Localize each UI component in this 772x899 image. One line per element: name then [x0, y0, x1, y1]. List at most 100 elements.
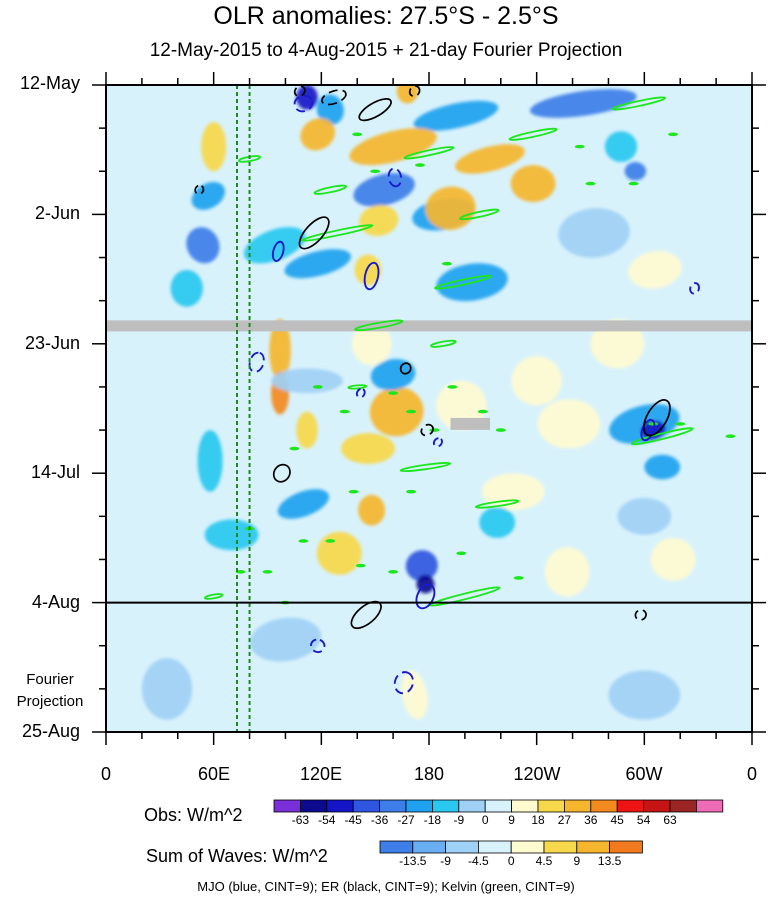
heat-blob: [300, 118, 336, 151]
mjo-contour: [432, 437, 443, 448]
mjo-contour: [363, 261, 380, 291]
x-tick-label: 120W: [513, 764, 561, 784]
kelvin-dot: [289, 446, 300, 451]
heat-blob: [204, 519, 259, 551]
heat-blob: [644, 454, 681, 480]
colorbar-tick-label: 18: [531, 813, 545, 827]
heat-blob: [628, 251, 682, 289]
heat-blob: [438, 657, 492, 696]
y-tick-label: 2-Jun: [34, 203, 80, 223]
er-contour: [272, 463, 291, 483]
colorbar-box: [379, 840, 414, 854]
heat-blob: [353, 172, 415, 207]
kelvin-dot: [675, 422, 686, 426]
kelvin-contour: [203, 593, 224, 600]
kelvin-contour: [313, 184, 348, 195]
mjo-contour: [640, 418, 656, 442]
heat-blob: [348, 611, 385, 643]
wave-overlay-layer: [194, 85, 736, 732]
kelvin-dot: [370, 169, 381, 174]
heat-blob: [511, 356, 562, 406]
heat-blob: [436, 380, 487, 431]
mjo-contour: [355, 387, 366, 399]
colorbar-box: [326, 799, 354, 813]
colorbar-tick-label: 63: [663, 813, 677, 827]
colorbar-box: [511, 799, 539, 813]
mjo-contour: [310, 638, 326, 654]
colorbar-tick-label: 0: [507, 854, 515, 868]
heat-blob: [191, 181, 226, 210]
heat-blob: [604, 131, 638, 163]
kelvin-contour: [301, 224, 374, 242]
colorbar-box: [431, 799, 460, 813]
colorbar-tick-label: -13.5: [399, 854, 427, 868]
heat-blob: [341, 433, 395, 464]
colorbar-tick-label: 45: [610, 813, 624, 827]
heat-blob: [316, 94, 344, 125]
kelvin-dot: [262, 569, 273, 574]
colorbar-tick-label: 54: [636, 813, 651, 827]
colorbar-box: [299, 799, 328, 813]
mjo-contour: [415, 583, 436, 610]
colorbar-box: [477, 840, 512, 854]
heat-blob: [537, 399, 601, 449]
kelvin-contour: [459, 208, 500, 221]
kelvin-dot: [352, 132, 363, 137]
colorbar-box: [510, 840, 545, 854]
er-contour: [298, 216, 330, 250]
kelvin-contour: [630, 427, 694, 446]
kelvin-contour: [434, 274, 493, 290]
y-tick-label: 14-Jul: [30, 462, 80, 482]
kelvin-dot: [628, 181, 639, 186]
heat-blob: [544, 547, 590, 597]
colorbar-box: [458, 799, 486, 813]
projection-label-line1: Fourier: [26, 671, 74, 688]
heat-blob: [277, 489, 330, 519]
heat-blob: [455, 144, 525, 174]
heat-blob: [197, 430, 223, 492]
kelvin-dot: [668, 132, 679, 137]
colorbar-box: [412, 840, 446, 854]
obs-colorbar-title: Obs: W/m^2: [144, 805, 243, 825]
heat-blob: [249, 617, 322, 662]
heat-blob: [284, 249, 351, 279]
kelvin-dot: [312, 385, 323, 389]
heat-blob: [358, 494, 386, 526]
er-contour: [399, 362, 412, 375]
colorbar-box: [484, 799, 513, 813]
er-contour: [293, 85, 306, 97]
kelvin-dot: [648, 422, 659, 426]
heat-blob: [351, 322, 392, 366]
heat-blob: [617, 497, 672, 535]
kelvin-dot: [456, 551, 467, 556]
colorbar-tick-label: -9: [453, 813, 465, 827]
heat-blob: [405, 550, 438, 582]
colorbar-box: [696, 799, 724, 813]
kelvin-contour: [611, 96, 667, 111]
kelvin-contour: [430, 339, 457, 348]
chart-subtitle: 12-May-2015 to 4-Aug-2015 + 21-day Fouri…: [149, 40, 623, 61]
mjo-contour: [393, 671, 414, 695]
heat-blob: [269, 319, 291, 381]
heat-blob: [510, 165, 556, 203]
axes-layer: [92, 72, 766, 745]
kelvin-dot: [513, 576, 524, 580]
colorbar-box: [576, 840, 610, 854]
er-contour: [634, 609, 647, 621]
kelvin-contour: [403, 146, 455, 160]
colorbar-box: [445, 840, 479, 854]
kelvin-dot: [298, 539, 309, 543]
er-contour: [642, 399, 671, 437]
colorbar-tick-label: -36: [370, 813, 389, 827]
kelvin-dot: [235, 569, 246, 574]
mjo-contour: [689, 282, 700, 295]
kelvin-dot: [477, 409, 488, 414]
y-tick-label: 12-May: [19, 73, 80, 93]
x-tick-label: 120E: [299, 764, 343, 784]
kelvin-dot: [406, 409, 417, 414]
kelvin-dot: [388, 391, 399, 395]
er-contour: [358, 98, 392, 122]
kelvin-dot: [495, 428, 506, 432]
colorbar-box: [609, 840, 643, 854]
